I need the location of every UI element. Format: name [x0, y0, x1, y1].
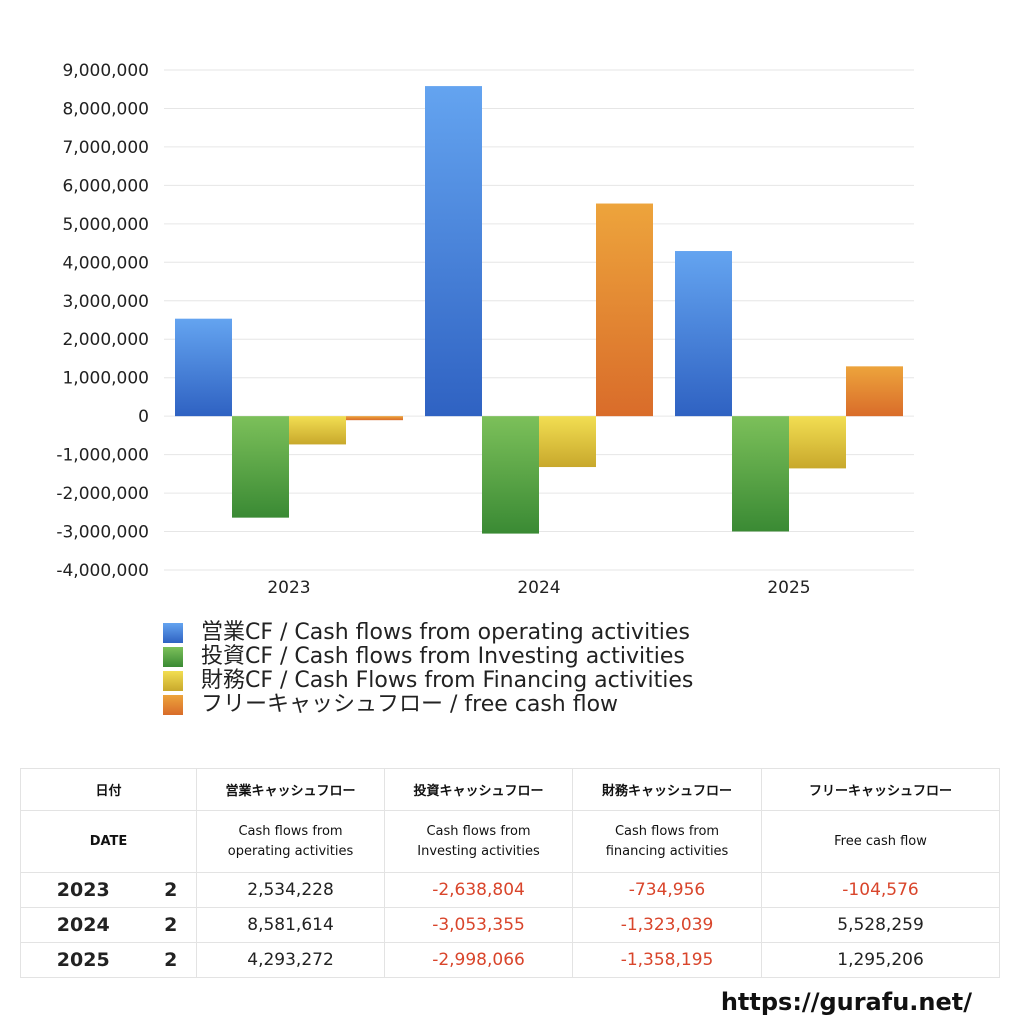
header-financing-ja: 財務キャッシュフロー — [572, 768, 763, 811]
legend-swatch-investing — [163, 647, 183, 667]
table-header-row-english: DATE Cash flows from operating activitie… — [19, 810, 1001, 873]
cell-financing: -1,358,195 — [572, 942, 763, 978]
cash-flow-bar-chart: 9,000,000 8,000,000 7,000,000 6,000,000 5,00… — [56, 61, 914, 598]
site-url[interactable]: https://gurafu.net/ — [720, 988, 972, 1016]
cell-free: 5,528,259 — [761, 907, 1001, 943]
cell-investing: -2,638,804 — [384, 872, 574, 908]
x-tick-label: 2024 — [517, 578, 560, 598]
legend-item-financing: 財務CF / Cash Flows from Financing activit… — [163, 669, 693, 693]
header-financing-en-line1: Cash flows from — [614, 823, 720, 839]
legend-item-free-cash-flow: フリーキャッシュフロー / free cash flow — [163, 693, 693, 717]
y-axis-tick-labels: 9,000,000 8,000,000 7,000,000 6,000,000 5,00… — [56, 61, 149, 581]
legend-label-operating: 営業CF / Cash flows from operating activit… — [201, 620, 690, 645]
y-tick-label: 5,000,000 — [62, 215, 149, 235]
y-tick-label: 8,000,000 — [62, 99, 149, 119]
row-count: 2 — [145, 907, 198, 943]
y-tick-label: 4,000,000 — [62, 253, 149, 273]
header-investing-ja: 投資キャッシュフロー — [384, 768, 574, 811]
chart-legend: 営業CF / Cash flows from operating activit… — [163, 621, 693, 717]
cell-operating: 8,581,614 — [196, 907, 386, 943]
y-tick-label: -2,000,000 — [56, 484, 149, 504]
header-operating-ja: 営業キャッシュフロー — [196, 768, 386, 811]
legend-label-financing: 財務CF / Cash Flows from Financing activit… — [201, 668, 694, 693]
legend-swatch-financing — [163, 671, 183, 691]
row-year: 2025 — [20, 942, 146, 978]
cell-free: 1,295,206 — [761, 942, 1001, 978]
bar-2023-series-4 — [346, 416, 403, 421]
bar-2024-series-4 — [596, 203, 653, 417]
header-investing-en-line1: Cash flows from — [426, 823, 531, 839]
y-tick-label: 0 — [138, 407, 149, 427]
y-tick-label: 7,000,000 — [62, 138, 149, 158]
x-tick-label: 2023 — [267, 578, 310, 598]
header-free-en: Free cash flow — [761, 810, 1001, 873]
row-year: 2024 — [20, 907, 146, 943]
bar-2025-series-2 — [732, 416, 789, 532]
y-tick-label: 1,000,000 — [62, 369, 149, 389]
y-tick-label: 6,000,000 — [62, 176, 149, 196]
header-date-ja: 日付 — [19, 768, 198, 811]
cell-financing: -1,323,039 — [572, 907, 763, 943]
bar-2023-series-2 — [232, 416, 289, 518]
y-tick-label: 3,000,000 — [62, 292, 149, 312]
bar-2024-series-1 — [425, 86, 482, 417]
bar-2025-series-4 — [846, 366, 903, 417]
header-financing-en-line2: financing activities — [605, 843, 729, 859]
cell-operating: 2,534,228 — [196, 872, 386, 908]
bar-2024-series-3 — [539, 416, 596, 468]
table-row: 2025 2 4,293,272 -2,998,066 -1,358,195 1… — [20, 942, 1001, 978]
header-operating-en-line1: Cash flows from — [238, 823, 343, 839]
header-free-ja: フリーキャッシュフロー — [761, 768, 1001, 811]
bar-2023-series-3 — [289, 416, 346, 445]
cash-flow-table: 日付 営業キャッシュフロー 投資キャッシュフロー 財務キャッシュフロー フリーキ… — [19, 768, 1001, 978]
row-year: 2023 — [20, 872, 146, 908]
header-operating-en: Cash flows from operating activities — [196, 810, 386, 873]
y-tick-label: 9,000,000 — [62, 61, 149, 81]
cell-investing: -2,998,066 — [384, 942, 574, 978]
table-row: 2024 2 8,581,614 -3,053,355 -1,323,039 5… — [20, 907, 1001, 943]
bar-2023-series-1 — [175, 318, 232, 417]
y-tick-label: 2,000,000 — [62, 330, 149, 350]
row-count: 2 — [145, 942, 198, 978]
cell-free: -104,576 — [761, 872, 1001, 908]
legend-item-operating: 営業CF / Cash flows from operating activit… — [163, 621, 693, 645]
x-tick-label: 2025 — [767, 578, 810, 598]
table-row: 2023 2 2,534,228 -2,638,804 -734,956 -10… — [20, 872, 1001, 908]
table-header-row-japanese: 日付 営業キャッシュフロー 投資キャッシュフロー 財務キャッシュフロー フリーキ… — [19, 768, 1001, 811]
y-tick-label: -1,000,000 — [56, 446, 149, 466]
cell-investing: -3,053,355 — [384, 907, 574, 943]
header-financing-en: Cash flows from financing activities — [572, 810, 763, 873]
row-count: 2 — [145, 872, 198, 908]
legend-label-investing: 投資CF / Cash flows from Investing activit… — [201, 644, 685, 669]
header-investing-en: Cash flows from Investing activities — [384, 810, 574, 873]
legend-item-investing: 投資CF / Cash flows from Investing activit… — [163, 645, 693, 669]
header-investing-en-line2: Investing activities — [417, 843, 540, 859]
bar-2025-series-1 — [675, 251, 732, 417]
legend-swatch-free-cash-flow — [163, 695, 183, 715]
header-date-en: DATE — [19, 810, 198, 873]
legend-swatch-operating — [163, 623, 183, 643]
bar-2025-series-3 — [789, 416, 846, 469]
y-tick-label: -3,000,000 — [56, 523, 149, 543]
bars — [175, 86, 903, 534]
bar-2024-series-2 — [482, 416, 539, 534]
y-tick-label: -4,000,000 — [56, 561, 149, 581]
cell-operating: 4,293,272 — [196, 942, 386, 978]
x-axis-tick-labels: 2023 2024 2025 — [267, 578, 810, 598]
header-operating-en-line2: operating activities — [227, 843, 354, 859]
legend-label-free-cash-flow: フリーキャッシュフロー / free cash flow — [201, 692, 619, 717]
cell-financing: -734,956 — [572, 872, 763, 908]
